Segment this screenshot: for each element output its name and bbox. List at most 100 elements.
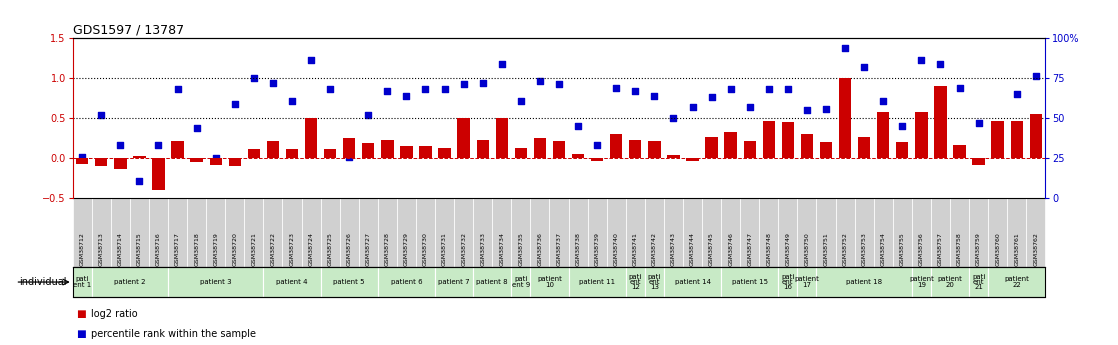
Bar (721, 198, 740, 267)
Bar (228, 158, 241, 166)
Bar (492, 198, 511, 267)
Point (512, 98, 530, 103)
Bar (740, 198, 759, 267)
Bar (95, 158, 107, 166)
Text: GSM38729: GSM38729 (404, 232, 409, 266)
Text: GSM38734: GSM38734 (500, 232, 504, 266)
Point (169, 87, 187, 92)
Point (264, 80, 282, 86)
Bar (1030, 114, 1042, 158)
Bar (321, 198, 340, 267)
Bar (267, 141, 280, 158)
Bar (988, 267, 1045, 297)
Point (741, 104, 759, 110)
Bar (133, 156, 145, 158)
Bar (321, 267, 378, 297)
Bar (495, 118, 508, 158)
Bar (190, 158, 202, 162)
Point (474, 80, 492, 86)
Text: GSM38761: GSM38761 (1014, 232, 1020, 266)
Text: GSM38754: GSM38754 (881, 232, 885, 266)
Text: GSM38724: GSM38724 (309, 232, 313, 266)
Point (931, 61, 949, 66)
Point (1007, 91, 1025, 97)
Bar (305, 118, 318, 158)
Point (988, 122, 1006, 127)
Bar (854, 198, 873, 267)
Text: GSM38738: GSM38738 (576, 232, 580, 266)
Text: percentile rank within the sample: percentile rank within the sample (91, 329, 256, 339)
Bar (283, 198, 302, 267)
Text: patient
22: patient 22 (1004, 276, 1030, 288)
Text: pati
ent
13: pati ent 13 (647, 274, 661, 290)
Text: patient 7: patient 7 (438, 279, 470, 285)
Text: log2 ratio: log2 ratio (91, 309, 138, 318)
Bar (816, 198, 835, 267)
Bar (610, 134, 623, 158)
Text: GSM38746: GSM38746 (728, 232, 733, 266)
Bar (743, 141, 756, 158)
Bar (419, 146, 432, 158)
Bar (225, 198, 245, 267)
Point (702, 95, 720, 100)
Bar (645, 267, 664, 297)
Point (912, 58, 930, 63)
Bar (721, 267, 778, 297)
Text: GSM38747: GSM38747 (747, 232, 752, 266)
Bar (359, 198, 378, 267)
Bar (912, 267, 931, 297)
Text: GSM38758: GSM38758 (957, 232, 961, 266)
Bar (992, 120, 1004, 158)
Point (798, 107, 816, 113)
Point (550, 82, 568, 87)
Text: patient 6: patient 6 (390, 279, 423, 285)
Bar (264, 198, 283, 267)
Text: GSM38728: GSM38728 (385, 232, 390, 266)
Bar (114, 158, 126, 169)
Bar (873, 198, 893, 267)
Bar (152, 158, 164, 190)
Bar (1026, 198, 1045, 267)
Text: patient
20: patient 20 (938, 276, 963, 288)
Text: GSM38723: GSM38723 (290, 232, 294, 266)
Bar (76, 158, 88, 164)
Text: GSM38756: GSM38756 (919, 232, 923, 266)
Bar (626, 198, 645, 267)
Point (455, 82, 473, 87)
Bar (954, 146, 966, 158)
Point (359, 112, 377, 118)
Bar (950, 198, 969, 267)
Text: GSM38720: GSM38720 (233, 232, 237, 266)
Text: patient
17: patient 17 (795, 276, 819, 288)
Point (93, 112, 111, 118)
Point (969, 120, 987, 126)
Point (493, 61, 511, 66)
Bar (569, 267, 626, 297)
Text: GSM38737: GSM38737 (557, 232, 561, 266)
Bar (514, 148, 527, 158)
Bar (206, 198, 225, 267)
Bar (664, 267, 721, 297)
Text: patient 14: patient 14 (674, 279, 711, 285)
Point (150, 143, 168, 148)
Bar (626, 267, 645, 297)
Text: individual: individual (20, 277, 67, 287)
Bar (935, 86, 947, 158)
Bar (416, 198, 435, 267)
Bar (819, 142, 832, 158)
Bar (916, 112, 928, 158)
Bar (533, 138, 546, 158)
Bar (912, 198, 931, 267)
Text: GSM38725: GSM38725 (328, 232, 333, 266)
Point (436, 87, 454, 92)
Bar (381, 140, 394, 158)
Point (664, 115, 682, 121)
Text: GSM38735: GSM38735 (519, 232, 523, 266)
Point (226, 101, 244, 107)
Point (607, 85, 625, 90)
Bar (149, 198, 168, 267)
Text: GSM38731: GSM38731 (442, 232, 447, 266)
Bar (209, 158, 221, 165)
Point (817, 106, 835, 111)
Bar (569, 198, 588, 267)
